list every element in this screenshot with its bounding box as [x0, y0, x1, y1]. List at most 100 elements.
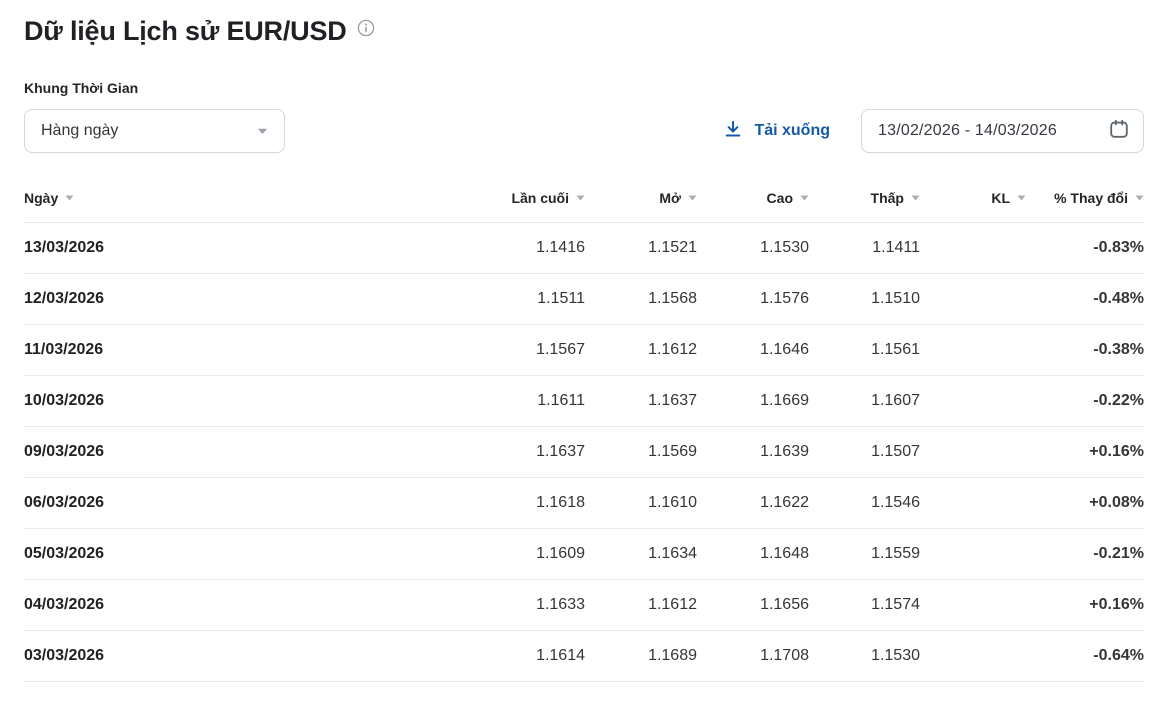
cell-change: +0.16%: [1026, 579, 1144, 631]
cell-volume: [920, 528, 1026, 580]
table-row[interactable]: 09/03/2026 1.1637 1.1569 1.1639 1.1507 +…: [24, 426, 1144, 478]
page-title: Dữ liệu Lịch sử EUR/USD: [24, 16, 347, 46]
download-icon: [723, 119, 743, 144]
cell-volume: [920, 477, 1026, 529]
cell-last: 1.1633: [374, 579, 585, 631]
cell-open: 1.1634: [585, 528, 697, 580]
cell-last: 1.1511: [374, 273, 585, 325]
historical-data-page: Dữ liệu Lịch sử EUR/USD Khung Thời Gian …: [24, 0, 1144, 682]
cell-change: +0.08%: [1026, 477, 1144, 529]
cell-low: 1.1530: [809, 630, 920, 682]
column-header-last[interactable]: Lần cuối: [374, 175, 585, 223]
cell-low: 1.1574: [809, 579, 920, 631]
cell-date: 03/03/2026: [24, 630, 374, 682]
cell-volume: [920, 273, 1026, 325]
sort-caret-icon: [1017, 195, 1026, 201]
table-row[interactable]: 05/03/2026 1.1609 1.1634 1.1648 1.1559 -…: [24, 528, 1144, 580]
cell-open: 1.1568: [585, 273, 697, 325]
timeframe-selected-value: Hàng ngày: [41, 122, 119, 139]
column-header-change[interactable]: % Thay đổi: [1026, 175, 1144, 223]
cell-low: 1.1559: [809, 528, 920, 580]
cell-low: 1.1607: [809, 375, 920, 427]
cell-volume: [920, 222, 1026, 274]
sort-caret-icon: [576, 195, 585, 201]
cell-high: 1.1669: [697, 375, 809, 427]
timeframe-select[interactable]: Hàng ngày: [24, 109, 285, 153]
right-controls: Tải xuống 13/02/2026 - 14/03/2026: [723, 109, 1144, 153]
download-button[interactable]: Tải xuống: [723, 119, 830, 144]
table-row[interactable]: 04/03/2026 1.1633 1.1612 1.1656 1.1574 +…: [24, 579, 1144, 631]
cell-low: 1.1510: [809, 273, 920, 325]
cell-last: 1.1637: [374, 426, 585, 478]
cell-change: -0.22%: [1026, 375, 1144, 427]
column-header-low[interactable]: Thấp: [809, 175, 920, 223]
info-icon[interactable]: [357, 19, 375, 37]
cell-high: 1.1639: [697, 426, 809, 478]
table-row[interactable]: 11/03/2026 1.1567 1.1612 1.1646 1.1561 -…: [24, 324, 1144, 376]
cell-change: -0.48%: [1026, 273, 1144, 325]
cell-open: 1.1612: [585, 579, 697, 631]
chevron-down-icon: [257, 128, 268, 135]
cell-change: -0.64%: [1026, 630, 1144, 682]
date-range-value: 13/02/2026 - 14/03/2026: [878, 122, 1057, 139]
table-row[interactable]: 13/03/2026 1.1416 1.1521 1.1530 1.1411 -…: [24, 222, 1144, 274]
cell-high: 1.1530: [697, 222, 809, 274]
cell-last: 1.1611: [374, 375, 585, 427]
cell-last: 1.1609: [374, 528, 585, 580]
sort-caret-icon: [800, 195, 809, 201]
sort-caret-icon: [911, 195, 920, 201]
cell-last: 1.1614: [374, 630, 585, 682]
cell-volume: [920, 426, 1026, 478]
cell-low: 1.1411: [809, 222, 920, 274]
cell-high: 1.1708: [697, 630, 809, 682]
cell-high: 1.1576: [697, 273, 809, 325]
cell-high: 1.1622: [697, 477, 809, 529]
cell-date: 05/03/2026: [24, 528, 374, 580]
cell-low: 1.1507: [809, 426, 920, 478]
cell-date: 09/03/2026: [24, 426, 374, 478]
cell-date: 12/03/2026: [24, 273, 374, 325]
column-header-date[interactable]: Ngày: [24, 175, 374, 223]
cell-date: 13/03/2026: [24, 222, 374, 274]
cell-change: -0.21%: [1026, 528, 1144, 580]
date-range-picker[interactable]: 13/02/2026 - 14/03/2026: [861, 109, 1144, 153]
cell-last: 1.1567: [374, 324, 585, 376]
table-row[interactable]: 10/03/2026 1.1611 1.1637 1.1669 1.1607 -…: [24, 375, 1144, 427]
cell-high: 1.1656: [697, 579, 809, 631]
title-row: Dữ liệu Lịch sử EUR/USD: [24, 0, 1144, 47]
cell-date: 11/03/2026: [24, 324, 374, 376]
download-label: Tải xuống: [754, 122, 830, 139]
cell-high: 1.1648: [697, 528, 809, 580]
sort-caret-icon: [1135, 195, 1144, 201]
cell-open: 1.1689: [585, 630, 697, 682]
column-header-volume[interactable]: KL: [920, 175, 1026, 223]
column-header-high[interactable]: Cao: [697, 175, 809, 223]
cell-change: -0.83%: [1026, 222, 1144, 274]
table-row[interactable]: 12/03/2026 1.1511 1.1568 1.1576 1.1510 -…: [24, 273, 1144, 325]
sort-caret-icon: [65, 195, 74, 201]
cell-last: 1.1618: [374, 477, 585, 529]
cell-open: 1.1521: [585, 222, 697, 274]
cell-volume: [920, 324, 1026, 376]
table-row[interactable]: 03/03/2026 1.1614 1.1689 1.1708 1.1530 -…: [24, 630, 1144, 682]
column-header-open[interactable]: Mở: [585, 175, 697, 223]
cell-open: 1.1569: [585, 426, 697, 478]
cell-open: 1.1637: [585, 375, 697, 427]
table-row[interactable]: 06/03/2026 1.1618 1.1610 1.1622 1.1546 +…: [24, 477, 1144, 529]
sort-caret-icon: [688, 195, 697, 201]
cell-date: 04/03/2026: [24, 579, 374, 631]
cell-change: +0.16%: [1026, 426, 1144, 478]
historical-data-table: Ngày Lần cuối Mở Cao Thấp KL % Thay đổi …: [24, 175, 1144, 682]
table-header-row: Ngày Lần cuối Mở Cao Thấp KL % Thay đổi: [24, 175, 1144, 223]
cell-date: 06/03/2026: [24, 477, 374, 529]
cell-low: 1.1561: [809, 324, 920, 376]
timeframe-label: Khung Thời Gian: [24, 80, 139, 96]
cell-high: 1.1646: [697, 324, 809, 376]
controls-row: Hàng ngày Tải xuống 13/02/2026 - 14/03/2…: [24, 109, 1144, 153]
cell-low: 1.1546: [809, 477, 920, 529]
cell-volume: [920, 630, 1026, 682]
cell-change: -0.38%: [1026, 324, 1144, 376]
cell-last: 1.1416: [374, 222, 585, 274]
cell-open: 1.1610: [585, 477, 697, 529]
cell-volume: [920, 375, 1026, 427]
